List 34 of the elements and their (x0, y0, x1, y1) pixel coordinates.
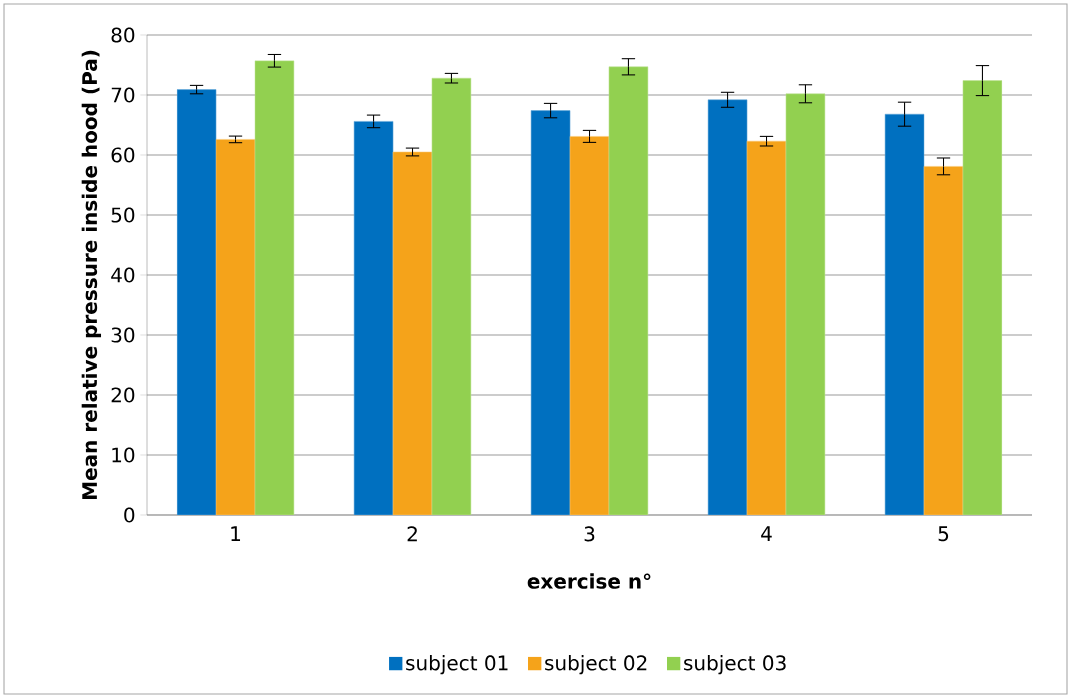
bar (392, 151, 433, 515)
legend-label: subject 02 (545, 655, 647, 675)
y-axis-title: Mean relative pressure inside hood (Pa) (81, 50, 102, 499)
bar (254, 60, 295, 515)
bar (962, 80, 1003, 515)
bar (215, 139, 256, 515)
bar (608, 66, 649, 515)
y-tick-label: 50 (111, 207, 135, 223)
bar (431, 77, 472, 515)
legend-label: subject 03 (684, 655, 786, 675)
bar (530, 110, 571, 515)
y-tick-label: 60 (111, 147, 135, 163)
y-tick-label: 10 (112, 447, 135, 463)
y-tick-label: 40 (111, 267, 135, 283)
bar (707, 99, 748, 515)
x-tick-label: 4 (761, 526, 772, 541)
bar (746, 140, 787, 515)
y-tick-label: 20 (111, 387, 135, 403)
bar (785, 93, 826, 515)
y-tick-label: 0 (124, 507, 135, 523)
x-tick-label: 5 (938, 526, 949, 542)
bar (176, 89, 217, 515)
bar (884, 113, 925, 515)
bar (353, 121, 394, 515)
x-axis-title: exercise n° (527, 573, 651, 589)
x-tick-label: 2 (407, 526, 417, 542)
bar (923, 166, 964, 515)
y-tick-label: 80 (111, 27, 135, 43)
y-tick-label: 70 (111, 87, 135, 103)
y-tick-label: 30 (111, 327, 135, 343)
bar (569, 136, 610, 515)
legend-label: subject 01 (406, 655, 508, 675)
x-tick-label: 3 (584, 526, 595, 542)
x-tick-label: 1 (231, 526, 241, 541)
